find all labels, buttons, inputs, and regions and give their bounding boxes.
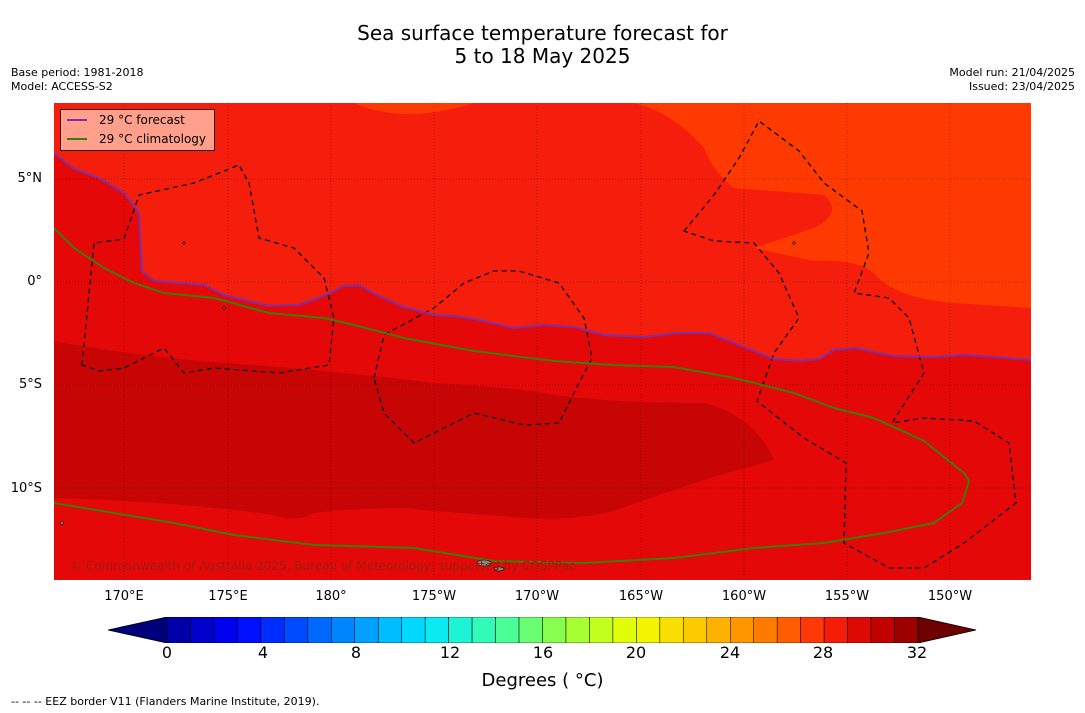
- forecast-swatch: [67, 119, 87, 121]
- colorbar-cell: [847, 617, 872, 643]
- climatology-29c-line: [54, 227, 971, 565]
- colorbar-cells: [166, 617, 919, 643]
- colorbar-cell: [213, 617, 238, 643]
- colorbar-title: Degrees ( °C): [481, 670, 604, 691]
- legend-row-climatology: 29 °C climatology: [67, 131, 206, 147]
- legend-forecast-label: 29 °C forecast: [99, 113, 185, 127]
- issued-date: Issued: 23/04/2025: [968, 80, 1075, 93]
- colorbar-cell: [706, 617, 731, 643]
- map-legend: 29 °C forecast 29 °C climatology: [60, 109, 215, 151]
- colorbar-cell: [237, 617, 262, 643]
- colorbar-cell: [354, 617, 379, 643]
- colorbar-cell: [166, 617, 191, 643]
- colorbar-tick-16: 16: [532, 643, 554, 662]
- colorbar-cell: [730, 617, 754, 643]
- lon-label-150w: 150°W: [927, 589, 973, 604]
- colorbar-cell: [659, 617, 684, 643]
- lon-label-180: 180°: [315, 589, 347, 604]
- title-line-2: 5 to 18 May 2025: [454, 44, 631, 68]
- meta-right: Model run: 21/04/2025 Issued: 23/04/2025: [949, 66, 1075, 94]
- base-period: Base period: 1981-2018: [11, 66, 144, 79]
- colorbar-tick-28: 28: [812, 643, 834, 662]
- colorbar-cell: [542, 617, 567, 643]
- colorbar-cell: [190, 617, 215, 643]
- eez-borders: [81, 120, 1017, 569]
- lon-label-165w: 165°W: [618, 589, 664, 604]
- graticule: [54, 103, 1031, 580]
- sst-map: [54, 103, 1031, 580]
- colorbar-cell: [823, 617, 848, 643]
- colorbar-cell: [448, 617, 473, 643]
- lon-label-175e: 175°E: [208, 589, 248, 604]
- model-run: Model run: 21/04/2025: [949, 66, 1075, 79]
- colorbar-tick-8: 8: [350, 643, 362, 662]
- colorbar-min-arrow: [108, 617, 168, 643]
- colorbar-cell: [894, 617, 919, 643]
- lon-label-170e: 170°E: [104, 589, 144, 604]
- lon-label-170w: 170°W: [514, 589, 560, 604]
- lat-label-5s: 5°S: [18, 377, 42, 392]
- colorbar-max-arrow: [917, 617, 977, 643]
- colorbar-cell: [331, 617, 355, 643]
- chart-title: Sea surface temperature forecast for 5 t…: [0, 22, 1085, 68]
- colorbar-tick-32: 32: [906, 643, 928, 662]
- colorbar-cell: [495, 617, 520, 643]
- colorbar-tick-24: 24: [719, 643, 741, 662]
- lat-label-10s: 10°S: [10, 481, 42, 496]
- colorbar-cell: [636, 617, 661, 643]
- colorbar-cell: [612, 617, 637, 643]
- sst-region-30: [54, 341, 774, 519]
- colorbar-tick-20: 20: [625, 643, 647, 662]
- colorbar-cell: [471, 617, 496, 643]
- colorbar-cell: [800, 617, 825, 643]
- colorbar-cell: [307, 617, 332, 643]
- colorbar-cell: [776, 617, 801, 643]
- colorbar-cell: [518, 617, 543, 643]
- lat-label-0: 0°: [27, 274, 42, 289]
- islands: [60, 241, 796, 572]
- colorbar-cell: [424, 617, 449, 643]
- lon-label-155w: 155°W: [824, 589, 870, 604]
- colorbar-tick-0: 0: [161, 643, 173, 662]
- title-line-1: Sea surface temperature forecast for: [357, 21, 728, 45]
- colorbar-cell: [683, 617, 708, 643]
- colorbar-cell: [589, 617, 614, 643]
- colorbar-cell: [260, 617, 285, 643]
- lon-label-175w: 175°W: [411, 589, 457, 604]
- colorbar-cell: [870, 617, 895, 643]
- climatology-swatch: [67, 138, 87, 140]
- eez-footnote: -- -- -- EEZ border V11 (Flanders Marine…: [11, 695, 320, 708]
- copyright-notice: © Commonwealth of Australia 2025, Bureau…: [70, 559, 576, 573]
- sst-map-svg: [54, 103, 1031, 580]
- meta-left: Base period: 1981-2018 Model: ACCESS-S2: [11, 66, 143, 94]
- forecast-29c-line: [54, 152, 1031, 363]
- colorbar-cell: [377, 617, 402, 643]
- colorbar-tick-12: 12: [439, 643, 461, 662]
- legend-row-forecast: 29 °C forecast: [67, 112, 185, 128]
- colorbar-cell: [565, 617, 590, 643]
- colorbar-cell: [753, 617, 778, 643]
- colorbar-tick-4: 4: [257, 643, 269, 662]
- model-name: Model: ACCESS-S2: [11, 80, 113, 93]
- legend-climatology-label: 29 °C climatology: [99, 132, 207, 146]
- colorbar: [108, 617, 977, 643]
- lat-label-5n: 5°N: [17, 171, 43, 186]
- colorbar-cell: [284, 617, 309, 643]
- colorbar-cell: [401, 617, 426, 643]
- lon-label-160w: 160°W: [721, 589, 767, 604]
